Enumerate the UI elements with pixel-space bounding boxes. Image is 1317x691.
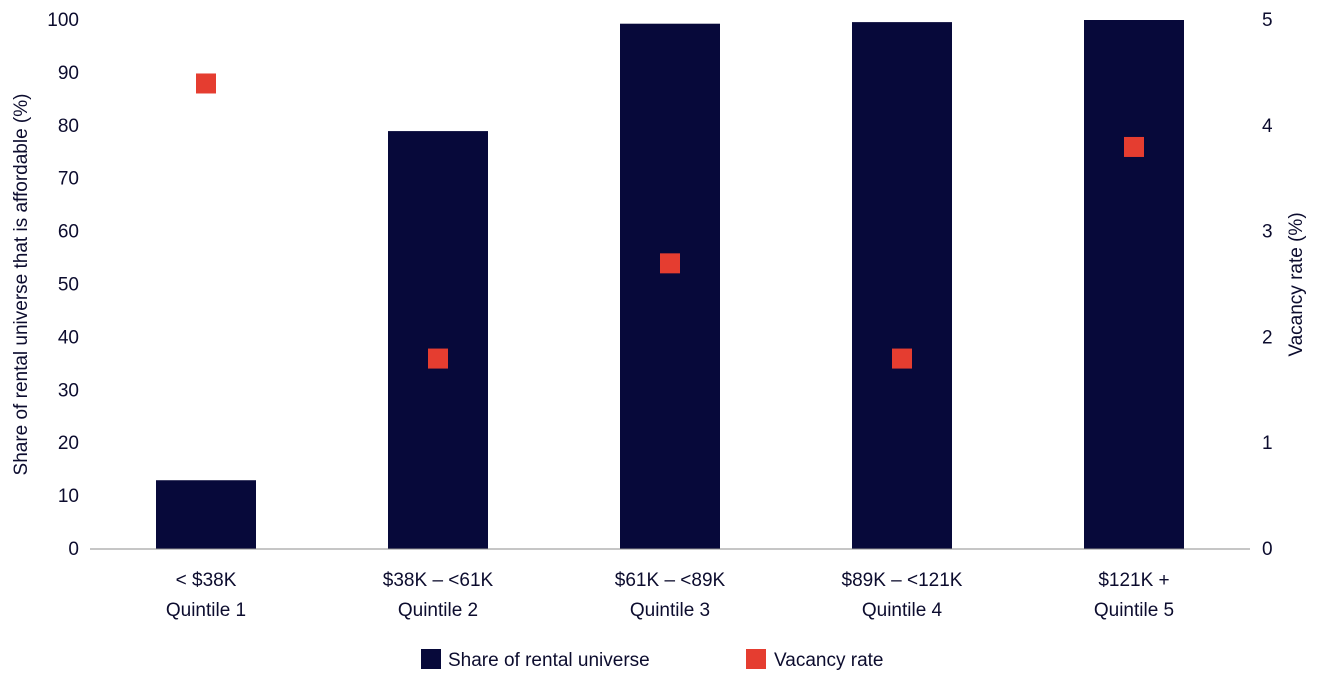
y-left-tick-label: 40 — [58, 327, 79, 348]
y-left-tick-label: 80 — [58, 116, 79, 137]
y-left-tick-label: 0 — [68, 539, 79, 560]
y-left-tick-label: 100 — [47, 10, 79, 31]
x-category-label: Quintile 1 — [166, 600, 246, 621]
y-left-tick-label: 20 — [58, 433, 79, 454]
y-left-axis-title: Share of rental universe that is afforda… — [11, 94, 32, 476]
x-category-label: Quintile 3 — [630, 600, 710, 621]
y-left-tick-label: 10 — [58, 486, 79, 507]
bar-2 — [388, 131, 488, 549]
y-right-tick-label: 3 — [1262, 222, 1273, 243]
x-category-label: $38K – <61K — [383, 570, 494, 591]
bar-1 — [156, 480, 256, 549]
x-category-label: $61K – <89K — [615, 570, 726, 591]
x-category-label: < $38K — [176, 570, 237, 591]
y-left-tick-label: 90 — [58, 63, 79, 84]
vacancy-marker-1 — [196, 73, 216, 94]
bar-3 — [620, 23, 720, 549]
bar-5 — [1084, 20, 1184, 549]
x-category-label: $121K + — [1098, 570, 1169, 591]
bars-layer — [156, 20, 1184, 549]
y-right-tick-label: 1 — [1262, 433, 1273, 454]
y-left-tick-label: 30 — [58, 380, 79, 401]
markers-layer — [196, 73, 1144, 369]
legend: Share of rental universe Vacancy rate — [421, 649, 883, 671]
y-right-tick-label: 2 — [1262, 327, 1273, 348]
legend-swatch-vacancy — [746, 649, 766, 669]
x-category-label: Quintile 4 — [862, 600, 943, 621]
vacancy-marker-2 — [428, 348, 448, 369]
vacancy-marker-4 — [892, 348, 912, 369]
vacancy-marker-3 — [660, 253, 680, 274]
x-category-label: Quintile 2 — [398, 600, 478, 621]
x-category-label: $89K – <121K — [842, 570, 963, 591]
bar-4 — [852, 22, 952, 549]
x-category-label: Quintile 5 — [1094, 600, 1174, 621]
y-left-tick-label: 50 — [58, 275, 79, 296]
labels-layer: 0 10 20 30 40 50 60 70 80 90 100 0 1 2 3 4 5 < $38K Quinti… — [11, 10, 1307, 621]
y-right-tick-label: 5 — [1262, 10, 1273, 31]
legend-label-share: Share of rental universe — [448, 650, 650, 671]
y-right-tick-label: 0 — [1262, 539, 1273, 560]
y-right-axis-title: Vacancy rate (%) — [1286, 212, 1307, 356]
y-left-tick-label: 60 — [58, 222, 79, 243]
vacancy-marker-5 — [1124, 136, 1144, 157]
y-left-tick-label: 70 — [58, 169, 79, 190]
legend-swatch-share — [421, 649, 441, 669]
legend-label-vacancy: Vacancy rate — [774, 650, 883, 671]
y-right-tick-label: 4 — [1262, 116, 1273, 137]
